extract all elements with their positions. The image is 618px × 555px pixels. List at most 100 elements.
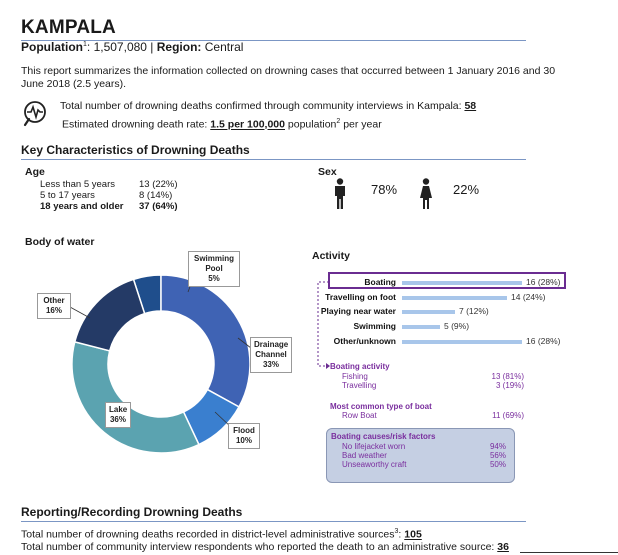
boating-highlight-box [328,272,566,289]
rate-stat: Estimated drowning death rate: 1.5 per 1… [62,118,382,131]
leader-line [69,306,91,319]
page-title: KAMPALA [21,17,116,38]
cause-value: 56% [489,451,506,460]
boating-activity-heading: Boating activity [330,362,390,371]
rate-footnote: 2 [336,118,341,125]
pie-label-text: Lake [109,405,128,414]
pie-label-swimming-pool: Swimming Pool 5% [188,251,240,287]
age-value: 13 (22%) [139,179,178,190]
pie-label-text: 36% [109,415,126,424]
deaths-value: 58 [464,100,477,112]
donut-slice-other [73,278,146,352]
female-person-icon [420,178,432,209]
deaths-stat: Total number of drowning deaths confirme… [60,100,476,112]
rate-tail: per year [340,118,382,131]
male-percent: 78% [371,182,398,197]
pie-label-text: Drainage [254,340,289,349]
activity-value: 14 (24%) [511,292,546,302]
heart-pulse-icon [23,101,46,127]
rate-value: 1.5 per 100,000 [210,118,285,131]
reporting-value: 105 [404,528,422,541]
leader-line [237,337,252,349]
activity-label: Boating [364,277,396,287]
cause-value: 94% [489,442,506,451]
pie-label-text: 5% [208,274,220,283]
male-person-icon [335,178,345,209]
donut-slice-drainage-channel [160,274,251,408]
age-value: 37 (64%) [139,201,178,212]
pie-label-text: 10% [235,436,252,445]
cause-label: Bad weather [342,451,387,460]
donut-slice-lake [71,340,200,454]
activity-bar [402,325,440,329]
rate-suffix: population [285,118,337,131]
activity-label: Other/unknown [333,336,396,346]
intro-paragraph: This report summarizes the information c… [21,65,556,90]
body-of-water-heading: Body of water [25,236,95,248]
pie-label-text: Swimming [193,254,234,263]
population-label: Population [21,40,83,54]
age-value: 8 (14%) [139,190,173,201]
activity-value: 16 (28%) [526,336,561,346]
reporting-colon: : [398,528,405,541]
boating-activity-value: 3 (19%) [495,381,524,390]
boat-type-heading: Most common type of boat [330,402,432,411]
reporting-text: Total number of drowning deaths recorded… [21,528,395,541]
boating-activity-label: Fishing [342,372,368,381]
population-line: Population1: 1,507,080 | Region: Central [21,40,243,54]
sex-heading: Sex [318,166,337,178]
age-label: 5 to 17 years [40,190,95,201]
cause-label: Unseaworthy craft [342,460,407,469]
rate-text: Estimated drowning death rate: [62,118,211,131]
activity-heading: Activity [312,250,350,262]
region-value: Central [201,40,244,54]
activity-label: Travelling on foot [325,292,396,302]
pie-label-text: 33% [262,360,279,369]
age-heading: Age [25,166,45,178]
pie-label-text: 16% [45,306,62,315]
pie-label-text: Pool [205,264,223,273]
boating-activity-label: Travelling [342,381,377,390]
activity-label: Playing near water [320,306,396,316]
pie-label-text: Channel [255,350,287,359]
cause-label: No lifejacket worn [342,442,406,451]
pie-label-lake: Lake 36% [105,402,131,428]
pie-label-text: Flood [233,426,255,435]
region-label: Region: [156,40,202,54]
reporting-footnote: 3 [394,528,399,535]
boating-causes-box [326,428,515,483]
female-percent: 22% [453,182,480,197]
pie-label-other: Other 16% [37,293,71,319]
age-label: 18 years and older [40,201,124,212]
reporting-line-respondents: Total number of community interview resp… [21,541,509,553]
title-divider [21,40,526,41]
population-value: : 1,507,080 | [86,40,157,54]
boat-type-label: Row Boat [342,411,377,420]
reporting-value: 36 [497,541,509,553]
activity-value: 16 (28%) [526,277,561,287]
population-footnote: 1 [83,41,87,48]
section-divider [21,521,526,522]
activity-bar [402,281,522,285]
activity-value: 7 (12%) [459,306,489,316]
pie-label-flood: Flood 10% [228,423,260,449]
activity-label: Swimming [353,321,396,331]
reporting-line-admin-sources: Total number of drowning deaths recorded… [21,528,422,541]
cause-value: 50% [489,460,506,469]
activity-value: 5 (9%) [444,321,470,331]
pie-label-text: Other [43,296,65,305]
pie-label-drainage-channel: Drainage Channel 33% [250,337,292,373]
section-divider [21,159,526,160]
section-title-key-characteristics: Key Characteristics of Drowning Deaths [21,143,250,157]
boating-activity-value: 13 (81%) [491,372,524,381]
age-label: Less than 5 years [40,179,115,190]
section-title-reporting: Reporting/Recording Drowning Deaths [21,505,243,519]
bottom-divider [520,552,618,553]
activity-bar [402,340,522,344]
activity-bar [402,310,455,314]
causes-heading: Boating causes/risk factors [331,432,436,441]
activity-bar [402,296,507,300]
deaths-text: Total number of drowning deaths confirme… [60,100,465,112]
